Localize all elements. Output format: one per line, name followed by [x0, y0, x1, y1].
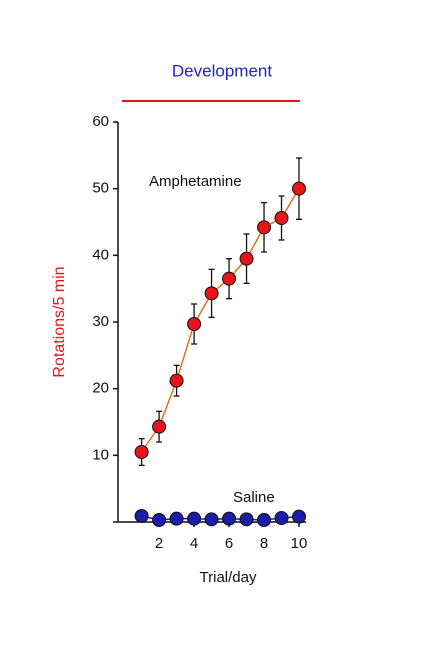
data-point [152, 419, 167, 434]
x-tick-label: 10 [291, 535, 308, 552]
data-point [257, 220, 272, 235]
y-tick-label: 40 [92, 246, 109, 263]
data-point [187, 511, 202, 526]
y-tick-label: 20 [92, 380, 109, 397]
data-point [204, 286, 219, 301]
data-point [152, 513, 167, 527]
data-point [134, 509, 149, 523]
data-point [169, 511, 184, 526]
series-label: Amphetamine [149, 173, 242, 190]
data-point [274, 511, 289, 525]
data-point [292, 181, 307, 196]
data-point [204, 512, 219, 527]
header: Development [172, 61, 272, 80]
x-tick-label: 2 [155, 535, 163, 552]
data-point [292, 509, 307, 524]
data-point [257, 513, 272, 527]
x-tick-label: 4 [190, 535, 198, 552]
data-point [169, 373, 184, 388]
series-label: Saline [233, 489, 275, 506]
data-point [222, 271, 237, 286]
data-point [187, 317, 202, 331]
data-point [222, 511, 237, 526]
y-tick-label: 60 [92, 113, 109, 130]
data-point [239, 512, 254, 527]
y-tick-label: 30 [92, 313, 109, 330]
series-line [140, 188, 300, 453]
x-tick-label: 6 [225, 535, 233, 552]
data-point [134, 445, 149, 459]
y-tick-label: 50 [92, 180, 109, 197]
y-axis-label: Rotations/5 min [51, 266, 68, 377]
y-tick-label: 10 [92, 446, 109, 463]
data-point [274, 211, 289, 225]
data-point [239, 251, 254, 266]
series-line [141, 515, 300, 521]
x-axis-label: Trial/day [200, 569, 257, 586]
x-tick-label: 8 [260, 535, 268, 552]
